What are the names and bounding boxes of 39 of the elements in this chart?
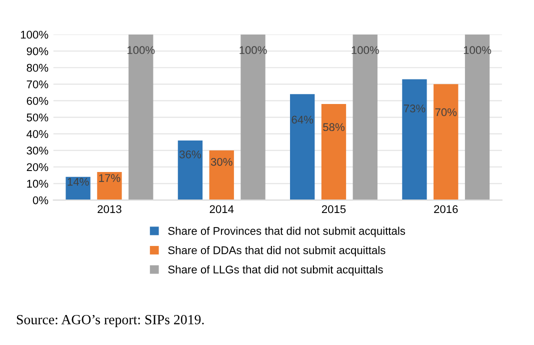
y-tick-label: 50%: [26, 114, 48, 122]
y-tick-label: 20%: [26, 163, 48, 172]
bar: [434, 84, 458, 200]
x-tick-label: 2016: [434, 205, 458, 214]
bar: [97, 172, 122, 200]
source-note: Source: AGO’s report: SIPs 2019.: [16, 314, 204, 328]
data-label: 70%: [435, 108, 457, 116]
bar: [240, 34, 266, 200]
bar: [128, 34, 154, 200]
legend-label: Share of LLGs that did not submit acquittals: [168, 265, 383, 276]
bar: [66, 176, 90, 200]
y-tick-label: 90%: [26, 47, 48, 56]
y-tick-label: 80%: [26, 64, 48, 72]
x-tick-label: 2014: [210, 205, 234, 214]
y-tick-label: 0%: [32, 196, 48, 204]
bar: [464, 34, 490, 200]
x-tick-label: 2015: [322, 205, 346, 214]
bar: [290, 94, 315, 200]
y-tick-label: 100%: [20, 30, 48, 39]
bar: [402, 79, 427, 200]
y-tick-label: 70%: [26, 80, 48, 88]
bar: [321, 104, 346, 200]
data-label: 17%: [99, 174, 120, 182]
y-tick-label: 10%: [27, 180, 48, 188]
y-tick-label: 60%: [26, 97, 48, 105]
y-tick-label: 40%: [26, 130, 48, 138]
data-label: 14%: [68, 178, 89, 186]
data-label: 64%: [292, 116, 314, 124]
bar: [352, 34, 378, 200]
legend-label: Share of DDAs that did not submit acquittals: [168, 246, 386, 256]
data-label: 73%: [404, 104, 426, 112]
x-tick-label: 2013: [98, 205, 122, 214]
data-label: 58%: [323, 123, 344, 132]
bar: [209, 150, 234, 200]
y-tick-label: 30%: [26, 146, 48, 155]
bar: [178, 140, 203, 200]
data-label: 36%: [180, 150, 201, 158]
legend-label: Share of Provinces that did not submit acquittals: [168, 226, 406, 238]
data-label: 30%: [210, 158, 232, 166]
